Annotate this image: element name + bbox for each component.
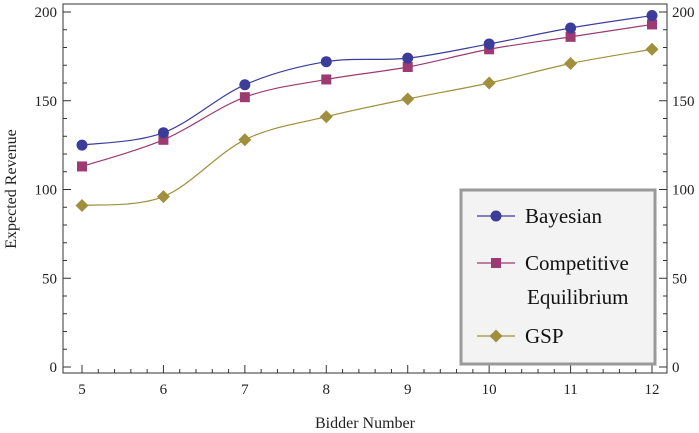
y-tick-label-right: 50 (672, 271, 687, 287)
x-tick-label: 11 (563, 382, 577, 398)
data-point (158, 134, 169, 145)
y-tick-label-right: 200 (672, 5, 695, 21)
series-line (81, 48, 653, 207)
series-circle (76, 10, 658, 151)
data-point (647, 19, 657, 30)
legend-label: Competitive (525, 251, 629, 275)
data-point (646, 10, 658, 22)
data-point (482, 76, 496, 90)
x-tick-label: 8 (323, 382, 331, 398)
y-axis-title: Expected Revenue (3, 129, 20, 249)
legend-label: Equilibrium (527, 285, 629, 309)
legend-marker (490, 210, 502, 222)
data-point (238, 133, 252, 147)
data-point (75, 198, 89, 212)
x-tick-label: 7 (241, 382, 249, 398)
y-tick-label-right: 0 (672, 360, 680, 376)
x-axis-title: Bidder Number (315, 415, 416, 432)
series-line (81, 14, 653, 146)
x-tick-label: 10 (482, 382, 497, 398)
x-tick-label: 5 (78, 382, 86, 398)
x-tick-label: 6 (160, 382, 168, 398)
data-point (645, 42, 659, 56)
data-point (321, 74, 332, 85)
series-square (77, 19, 657, 172)
data-point (402, 62, 413, 73)
legend-marker (489, 329, 503, 343)
series-layer (75, 10, 659, 212)
y-tick-label-left: 50 (42, 271, 57, 287)
data-point (156, 190, 170, 204)
y-tick-label-left: 200 (35, 5, 58, 21)
series-diamond (75, 42, 659, 212)
y-tick-label-right: 150 (672, 94, 695, 110)
data-point (239, 79, 251, 91)
data-point (239, 92, 250, 103)
tick-labels: 5 6 7 8 9 10 11 12 0 0 50 50 100 100 150 150 200 200 (35, 5, 695, 398)
y-tick-label-left: 0 (50, 360, 58, 376)
data-point (483, 38, 495, 50)
x-tick-label: 12 (645, 382, 660, 398)
data-point (157, 127, 169, 139)
data-point (320, 56, 332, 68)
x-tick-label: 9 (404, 382, 412, 398)
data-point (319, 110, 333, 124)
series-line (81, 23, 653, 167)
legend: Bayesian Competitive Equilibrium GSP (459, 188, 657, 366)
y-tick-label-left: 100 (35, 183, 58, 199)
data-point (564, 56, 578, 70)
legend-label: Bayesian (525, 204, 602, 228)
data-point (565, 31, 576, 42)
data-point (76, 139, 88, 151)
y-tick-label-left: 150 (35, 94, 58, 110)
data-point (401, 92, 415, 106)
legend-label: GSP (525, 324, 564, 348)
axis-ticks (63, 11, 667, 373)
data-point (565, 22, 577, 34)
plot-frame (62, 3, 668, 374)
data-point (402, 52, 414, 64)
data-point (77, 161, 87, 172)
legend-marker (491, 258, 501, 268)
y-tick-label-right: 100 (672, 183, 695, 199)
